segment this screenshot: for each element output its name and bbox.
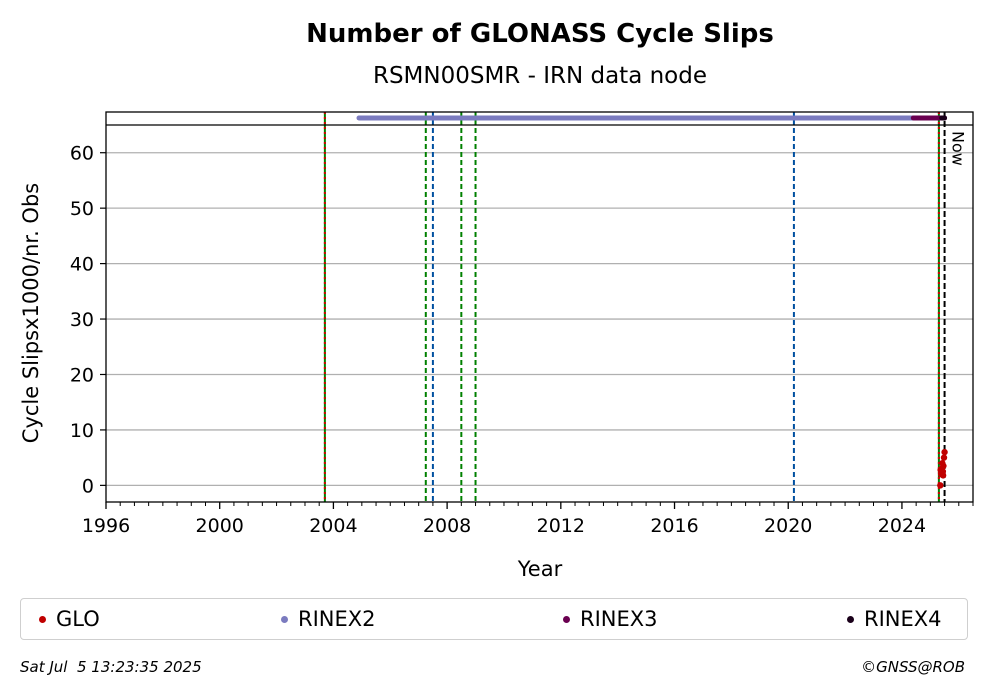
cycle-slips-chart: Number of GLONASS Cycle Slips RSMN00SMR …: [19, 19, 974, 581]
y-tick-label: 50: [70, 198, 94, 220]
x-tick-label: 2008: [423, 515, 471, 537]
y-axis-label: Cycle Slipsx1000/nr. Obs: [19, 183, 43, 443]
legend-label: RINEX3: [580, 607, 658, 631]
plot-frame: [105, 111, 974, 503]
data-point: [939, 472, 947, 479]
legend: GLO RINEX2 RINEX3 RINEX4: [20, 598, 968, 640]
data-point: [937, 482, 944, 489]
legend-label: GLO: [56, 607, 100, 631]
x-tick-label: 2004: [309, 515, 357, 537]
legend-item-rinex4: RINEX4: [847, 599, 942, 639]
plot-area: Now 0 10 20 30 40 50 60 1996 2000 2004 2008 2012 2016…: [70, 111, 974, 537]
data-point: [940, 454, 948, 461]
y-tick-label: 30: [70, 309, 94, 331]
legend-label: RINEX2: [298, 607, 376, 631]
x-tick-label: 2012: [537, 515, 585, 537]
y-tick-label: 20: [70, 364, 94, 386]
rinex3-marker-icon: [563, 615, 570, 623]
footer-credit: ©GNSS@ROB: [861, 658, 965, 676]
x-tick-label: 2000: [196, 515, 244, 537]
legend-item-glo: GLO: [39, 599, 100, 639]
rinex2-marker-icon: [281, 615, 288, 623]
y-tick-label: 40: [70, 254, 94, 276]
legend-item-rinex3: RINEX3: [563, 599, 658, 639]
now-label: Now: [949, 131, 968, 166]
y-tick-label: 0: [82, 475, 94, 497]
y-tick-label: 10: [70, 420, 94, 442]
x-tick-label: 2024: [878, 515, 926, 537]
x-tick-label: 1996: [82, 515, 130, 537]
footer-timestamp: Sat Jul 5 13:23:35 2025: [20, 658, 202, 676]
data-point: [937, 466, 944, 474]
rinex4-marker-icon: [847, 615, 854, 623]
x-tick-label: 2016: [650, 515, 698, 537]
legend-item-rinex2: RINEX2: [281, 599, 376, 639]
glo-marker-icon: [39, 615, 46, 623]
y-tick-label: 60: [70, 143, 94, 165]
x-tick-label: 2020: [764, 515, 812, 537]
legend-label: RINEX4: [864, 607, 942, 631]
chart-subtitle: RSMN00SMR - IRN data node: [373, 63, 707, 89]
chart-title: Number of GLONASS Cycle Slips: [306, 19, 774, 49]
x-axis-label: Year: [517, 557, 563, 581]
data-point: [941, 448, 948, 456]
